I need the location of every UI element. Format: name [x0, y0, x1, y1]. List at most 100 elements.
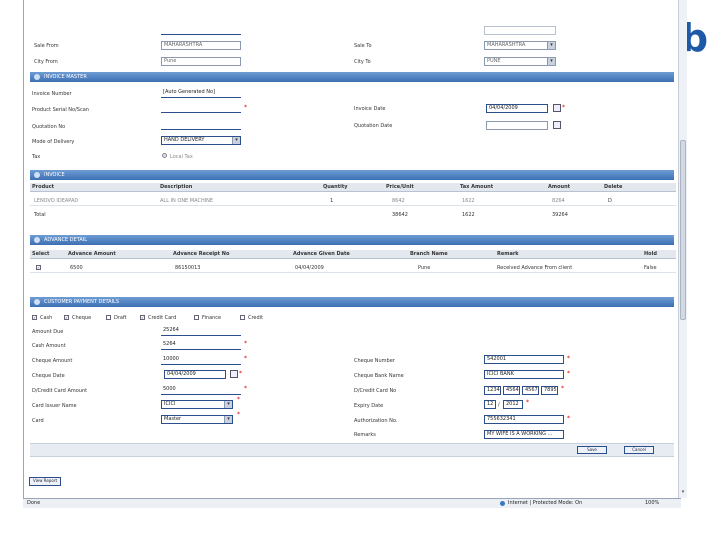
calendar-icon[interactable] — [553, 121, 561, 129]
view-report-button[interactable]: View Report — [29, 477, 61, 486]
table-row: LENOVO IDEAPAD ALL IN ONE MACHINE 1 8642… — [30, 195, 676, 206]
cheque-date-label: Cheque Date — [32, 373, 65, 379]
mode-of-delivery-select[interactable]: HAND DELIVERY ▾ — [161, 136, 241, 145]
quotation-no-input[interactable] — [161, 121, 241, 130]
status-text: Done — [27, 500, 41, 506]
remarks-label: Remarks — [354, 432, 376, 438]
cheque-bank-input[interactable]: ICICI BANK — [484, 370, 564, 379]
cell-branch: Pune — [418, 265, 431, 271]
chevron-down-icon[interactable]: ▾ — [224, 401, 232, 408]
cash-amount-input[interactable]: 5264 — [161, 341, 241, 350]
required-marker: * — [561, 385, 564, 392]
invoice-master-title: INVOICE MASTER — [44, 74, 87, 80]
col-price: Price/Unit — [386, 184, 414, 190]
card-no-part-2[interactable]: 4564 — [503, 386, 520, 395]
card-type-select[interactable]: Master ▾ — [161, 415, 233, 424]
chevron-down-icon[interactable]: ▾ — [232, 137, 240, 144]
credit-card-checkbox[interactable]: ✓ — [140, 315, 145, 320]
cheque-amount-input[interactable]: 10000 — [161, 356, 241, 365]
card-amount-label: D/Credit Card Amount — [32, 388, 88, 394]
table-row: ✓ 6500 86150013 04/04/2009 Pune Received… — [30, 262, 676, 273]
cell-given-date: 04/04/2009 — [295, 265, 324, 271]
section-icon — [34, 172, 40, 178]
expiry-month-input[interactable]: 12 — [484, 400, 496, 409]
sale-from-select[interactable]: MAHARASHTRA — [161, 41, 241, 50]
card-type-value: Master — [164, 416, 182, 422]
payment-modes: ✓ Cash ✓ Cheque Draft ✓ Credit Card Finance… — [32, 314, 332, 322]
quotation-date-input[interactable] — [486, 121, 548, 130]
chevron-down-icon[interactable]: ▾ — [224, 416, 232, 423]
col-tax-amount: Tax Amount — [460, 184, 494, 190]
city-to-label: City To — [354, 59, 371, 65]
zoom-level[interactable]: 100% — [645, 500, 660, 506]
sale-to-label: Sale To — [354, 43, 372, 49]
city-from-label: City From — [34, 59, 58, 65]
section-icon — [34, 74, 40, 80]
cell-quantity: 1 — [330, 198, 334, 204]
sale-to-select[interactable]: MAHARASHTRA ▾ — [484, 41, 556, 50]
save-button[interactable]: Save — [577, 446, 607, 454]
cell-description: ALL IN ONE MACHINE — [160, 198, 214, 204]
tax-label: Tax — [32, 154, 41, 160]
security-zone-text: Internet | Protected Mode: On — [508, 500, 583, 506]
col-quantity: Quantity — [323, 184, 348, 190]
vertical-scrollbar[interactable]: ▾ — [678, 0, 687, 498]
card-amount-input[interactable]: 5000 — [161, 386, 241, 395]
delete-icon[interactable]: D — [608, 198, 612, 204]
total-label: Total — [34, 212, 46, 218]
auth-input[interactable]: 755632341 — [484, 415, 564, 424]
cancel-button[interactable]: Cancel — [624, 446, 654, 454]
required-marker: * — [244, 104, 247, 111]
total-price: 38642 — [392, 212, 408, 218]
scrollbar-thumb[interactable] — [680, 140, 686, 320]
col-receipt-no: Advance Receipt No — [173, 251, 230, 257]
col-description: Description — [160, 184, 193, 190]
col-hold: Hold — [644, 251, 657, 257]
finance-label: Finance — [202, 315, 222, 321]
required-marker: * — [567, 415, 570, 422]
tax-radio-icon[interactable] — [162, 153, 167, 158]
invoice-date-input[interactable]: 04/04/2009 — [486, 104, 548, 113]
expiry-year-input[interactable]: 2012 — [503, 400, 523, 409]
cash-checkbox[interactable]: ✓ — [32, 315, 37, 320]
col-select: Select — [32, 251, 50, 257]
calendar-icon[interactable] — [553, 104, 561, 112]
col-remark: Remark — [497, 251, 519, 257]
invoice-number-label: Invoice Number — [32, 91, 72, 97]
table-total-row: Total 38642 1622 39264 — [30, 208, 676, 219]
card-issuer-select[interactable]: ICICI ▾ — [161, 400, 233, 409]
cheque-number-input[interactable]: 542001 — [484, 355, 564, 364]
city-from-select[interactable]: Pune — [161, 57, 241, 66]
scroll-down-arrow-icon[interactable]: ▾ — [681, 489, 685, 495]
col-branch: Branch Name — [410, 251, 448, 257]
finance-checkbox[interactable] — [194, 315, 199, 320]
required-marker: * — [244, 355, 247, 362]
card-no-part-1[interactable]: 1234 — [484, 386, 501, 395]
expiry-separator: / — [498, 402, 500, 408]
cheque-checkbox[interactable]: ✓ — [64, 315, 69, 320]
draft-checkbox[interactable] — [106, 315, 111, 320]
chevron-down-icon[interactable]: ▾ — [547, 42, 555, 49]
card-issuer-value: ICICI — [164, 401, 176, 407]
city-to-select[interactable]: PUNE ▾ — [484, 57, 556, 66]
calendar-icon[interactable] — [230, 370, 238, 378]
col-given-date: Advance Given Date — [293, 251, 350, 257]
draft-label: Draft — [114, 315, 127, 321]
partial-top-field-right[interactable] — [484, 26, 556, 35]
remarks-input[interactable]: MY WIFE IS A WORKING ... — [484, 430, 564, 439]
card-no-part-4[interactable]: 7895 — [541, 386, 558, 395]
credit-checkbox[interactable] — [240, 315, 245, 320]
select-checkbox[interactable]: ✓ — [36, 265, 41, 270]
expiry-label: Expiry Date — [354, 403, 384, 409]
partial-top-field[interactable] — [161, 26, 241, 35]
product-serial-label: Product Serial No/Scan — [32, 107, 89, 113]
advance-detail-title: ADVANCE DETAIL — [44, 237, 88, 243]
required-marker: * — [567, 370, 570, 377]
cell-product: LENOVO IDEAPAD — [34, 198, 79, 204]
payment-details-title: CUSTOMER PAYMENT DETAILS — [44, 299, 120, 305]
cheque-date-input[interactable]: 04/04/2009 — [164, 370, 226, 379]
card-no-part-3[interactable]: 4567 — [522, 386, 539, 395]
chevron-down-icon[interactable]: ▾ — [547, 58, 555, 65]
product-serial-input[interactable] — [161, 104, 241, 113]
credit-label: Credit — [248, 315, 264, 321]
